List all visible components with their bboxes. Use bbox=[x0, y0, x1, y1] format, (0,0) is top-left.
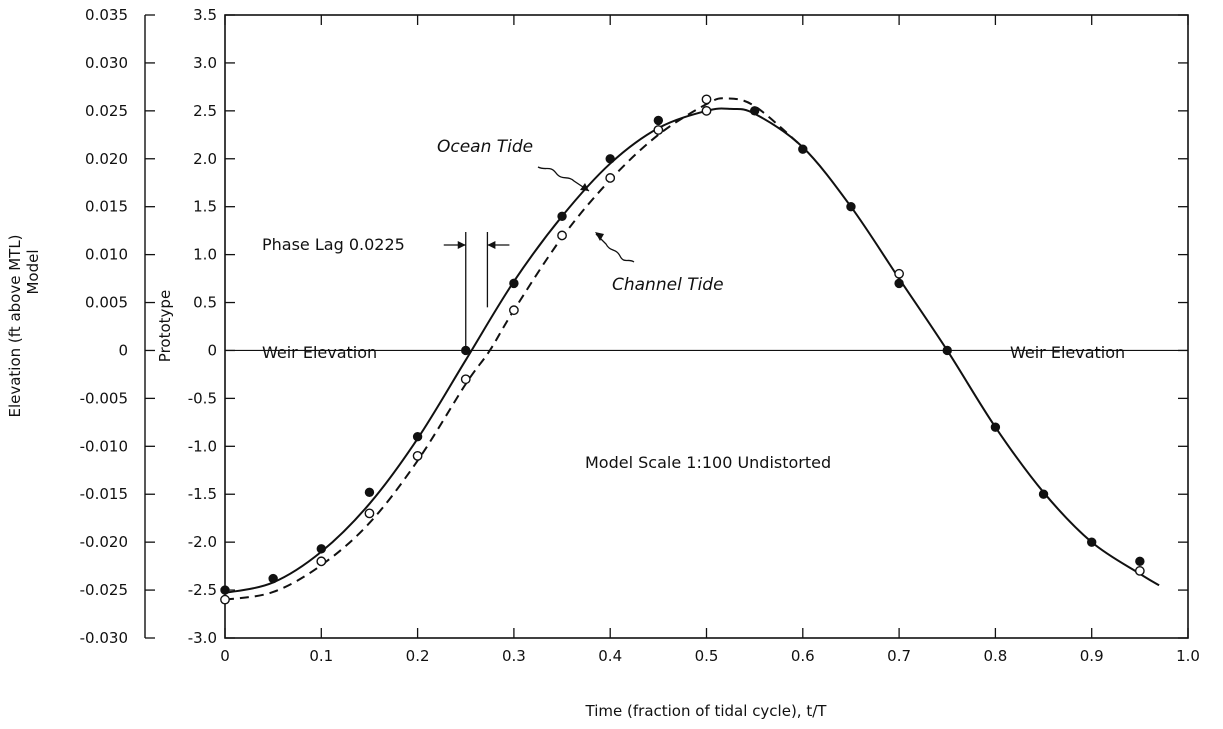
prototype-tick-label: -1.0 bbox=[188, 437, 217, 455]
ocean-tide-point bbox=[268, 573, 278, 584]
ocean-tide-point bbox=[1135, 556, 1145, 567]
channel-tide-point bbox=[701, 105, 712, 116]
phase-lag-marker bbox=[443, 232, 510, 351]
model-tick-label: 0.010 bbox=[85, 246, 128, 264]
channel-tide-point bbox=[1134, 566, 1145, 576]
channel-tide-point bbox=[509, 305, 519, 316]
ocean-tide-point bbox=[990, 422, 1001, 432]
ocean-tide-point bbox=[220, 585, 230, 595]
channel-tide-point bbox=[316, 556, 327, 567]
channel-tide-point bbox=[894, 268, 904, 279]
prototype-tick-label: 2.5 bbox=[193, 102, 217, 120]
ocean-tide-point bbox=[605, 154, 615, 164]
x-tick-label: 0.6 bbox=[791, 647, 815, 665]
x-tick-label: 0.8 bbox=[983, 647, 1007, 665]
leader-arrows bbox=[537, 166, 635, 263]
x-tick-label: 1.0 bbox=[1176, 647, 1200, 665]
prototype-tick-label: -0.5 bbox=[188, 389, 217, 407]
phase-lag-arrowhead-left bbox=[457, 241, 466, 249]
prototype-tick-label: 3.5 bbox=[193, 6, 217, 24]
ocean-tide-point bbox=[749, 106, 760, 116]
channel-tide-leader-head bbox=[595, 232, 604, 241]
ocean-tide-point bbox=[316, 544, 326, 554]
x-tick-label: 0.5 bbox=[695, 647, 719, 665]
model-tick-label: -0.005 bbox=[80, 389, 128, 407]
ocean-tide-point bbox=[509, 278, 519, 289]
channel-tide-point bbox=[364, 508, 375, 519]
ocean-tide-point bbox=[1087, 537, 1097, 547]
prototype-tick-label: -2.5 bbox=[188, 581, 217, 599]
model-tick-label: -0.010 bbox=[80, 437, 128, 455]
ocean-tide-point bbox=[653, 115, 664, 126]
ocean-tide-point bbox=[364, 487, 375, 498]
prototype-tick-label: -1.5 bbox=[188, 485, 217, 503]
x-tick-label: 0 bbox=[220, 647, 230, 665]
prototype-tick-label: 3.0 bbox=[193, 54, 217, 72]
channel-tide-point bbox=[220, 594, 230, 605]
model-tick-label: 0.015 bbox=[85, 198, 128, 216]
ocean-tide-leader-head bbox=[580, 183, 589, 191]
prototype-tick-label: -2.0 bbox=[188, 533, 217, 551]
model-tick-label: 0.005 bbox=[85, 294, 128, 312]
model-tick-label: 0.035 bbox=[85, 6, 128, 24]
model-tick-label: -0.025 bbox=[80, 581, 128, 599]
channel-tide-label: Channel Tide bbox=[612, 275, 724, 295]
x-tick-label: 0.4 bbox=[598, 647, 622, 665]
x-tick-label: 0.9 bbox=[1080, 647, 1104, 665]
phase-lag-arrowhead-right bbox=[487, 241, 496, 249]
channel-tide-point bbox=[605, 173, 616, 183]
channel-tide-point bbox=[460, 374, 471, 385]
model-tick-label: -0.020 bbox=[80, 533, 128, 551]
model-scale-note: Model Scale 1:100 Undistorted bbox=[585, 453, 831, 472]
prototype-tick-label: -3.0 bbox=[188, 629, 217, 647]
model-tick-label: -0.030 bbox=[80, 629, 128, 647]
x-tick-label: 0.2 bbox=[406, 647, 430, 665]
ocean-tide-point bbox=[894, 278, 904, 289]
prototype-tick-label: 2.0 bbox=[193, 150, 217, 168]
x-tick-label: 0.7 bbox=[887, 647, 911, 665]
ocean-tide-point bbox=[798, 144, 808, 154]
ocean-tide-curve bbox=[224, 107, 1160, 594]
model-tick-label: 0.025 bbox=[85, 102, 128, 120]
ocean-tide-label: Ocean Tide bbox=[437, 137, 533, 157]
ocean-tide-point bbox=[942, 345, 952, 356]
ocean-tide-point bbox=[557, 211, 567, 221]
weir-elevation-right-label: Weir Elevation bbox=[1010, 343, 1125, 362]
ocean-tide-point bbox=[846, 201, 856, 212]
ocean-tide-point bbox=[412, 432, 423, 442]
channel-tide-point bbox=[653, 125, 664, 135]
channel-tide-point bbox=[412, 450, 423, 461]
x-axis-title: Time (fraction of tidal cycle), t/T bbox=[585, 702, 828, 720]
weir-elevation-left-label: Weir Elevation bbox=[262, 343, 377, 362]
channel-tide-point bbox=[557, 230, 567, 241]
y-axis-title-prototype: Prototype bbox=[156, 290, 174, 362]
prototype-axis-ticks: 3.5 3.0 2.5 2.0 1.5 1.0 0.5 0 -0.5 -1.0 -1.5 -2.0 -2… bbox=[188, 6, 1188, 647]
prototype-tick-label: 0.5 bbox=[193, 294, 217, 312]
y-axis-title-model: Model bbox=[24, 249, 42, 294]
model-tick-label: 0 bbox=[118, 341, 128, 359]
model-tick-label: 0.020 bbox=[85, 150, 128, 168]
x-axis-ticks: 0 0.1 0.2 0.3 0.4 0.5 0.6 0.7 0.8 0.9 1.0 bbox=[220, 15, 1200, 665]
x-tick-label: 0.3 bbox=[502, 647, 526, 665]
prototype-tick-label: 1.5 bbox=[193, 198, 217, 216]
channel-tide-point bbox=[701, 94, 712, 105]
model-tick-label: -0.015 bbox=[80, 485, 128, 503]
y-axis-title-elevation: Elevation (ft above MTL) bbox=[6, 234, 24, 417]
channel-tide-leader bbox=[595, 233, 635, 263]
channel-tide-points bbox=[220, 94, 1145, 605]
ocean-tide-leader bbox=[537, 166, 590, 192]
phase-lag-label: Phase Lag 0.0225 bbox=[262, 235, 405, 254]
model-axis-ticks: 0.035 0.030 0.025 0.020 0.015 0.010 0.005 0 -0.0… bbox=[80, 6, 155, 647]
model-tick-label: 0.030 bbox=[85, 54, 128, 72]
prototype-tick-label: 0 bbox=[207, 341, 217, 359]
prototype-tick-label: 1.0 bbox=[193, 246, 217, 264]
x-tick-label: 0.1 bbox=[309, 647, 333, 665]
ocean-tide-point bbox=[1038, 489, 1049, 499]
